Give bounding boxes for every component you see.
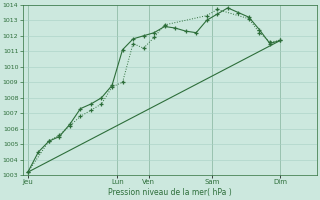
X-axis label: Pression niveau de la mer( hPa ): Pression niveau de la mer( hPa ) <box>108 188 232 197</box>
